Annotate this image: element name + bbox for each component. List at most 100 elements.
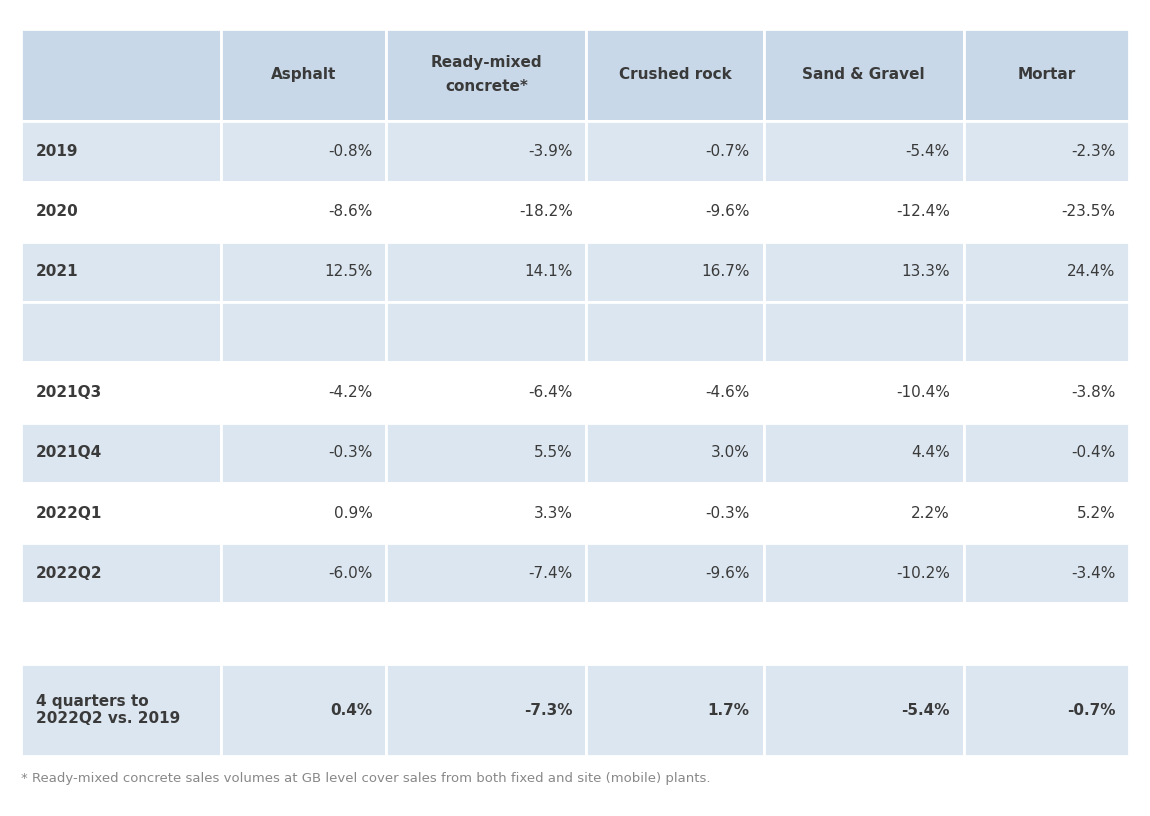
Bar: [764, 604, 964, 663]
Text: 2.2%: 2.2%: [911, 506, 950, 521]
Text: 2022Q1: 2022Q1: [36, 506, 102, 521]
Text: -0.7%: -0.7%: [706, 144, 750, 159]
Text: 2020: 2020: [36, 204, 78, 220]
Text: Mortar: Mortar: [1018, 68, 1075, 82]
Text: 4.4%: 4.4%: [911, 446, 950, 460]
Bar: [386, 362, 586, 423]
Text: -12.4%: -12.4%: [896, 204, 950, 220]
Bar: [764, 181, 964, 242]
Bar: [964, 29, 1129, 122]
Bar: [964, 543, 1129, 604]
Bar: [221, 181, 386, 242]
Bar: [586, 483, 764, 543]
Bar: [964, 362, 1129, 423]
Bar: [964, 242, 1129, 302]
Bar: [964, 604, 1129, 663]
Bar: [221, 29, 386, 122]
Text: -8.6%: -8.6%: [328, 204, 373, 220]
Text: 0.9%: 0.9%: [334, 506, 373, 521]
Text: -6.4%: -6.4%: [528, 385, 573, 400]
Text: -3.8%: -3.8%: [1071, 385, 1116, 400]
Bar: [764, 122, 964, 181]
Bar: [21, 423, 221, 483]
Bar: [221, 242, 386, 302]
Text: 12.5%: 12.5%: [324, 264, 373, 279]
Bar: [386, 483, 586, 543]
Text: Crushed rock: Crushed rock: [619, 68, 731, 82]
Text: 16.7%: 16.7%: [702, 264, 750, 279]
Text: -7.3%: -7.3%: [524, 703, 573, 717]
Text: 0.4%: 0.4%: [330, 703, 373, 717]
Bar: [764, 663, 964, 756]
Bar: [964, 663, 1129, 756]
Bar: [386, 663, 586, 756]
Text: -9.6%: -9.6%: [705, 565, 750, 581]
Bar: [221, 663, 386, 756]
Bar: [21, 604, 221, 663]
Bar: [221, 122, 386, 181]
Bar: [21, 122, 221, 181]
Bar: [586, 362, 764, 423]
Text: -3.4%: -3.4%: [1071, 565, 1116, 581]
Text: -0.3%: -0.3%: [705, 506, 750, 521]
Bar: [586, 604, 764, 663]
Bar: [764, 423, 964, 483]
Text: 5.5%: 5.5%: [534, 446, 573, 460]
Bar: [21, 242, 221, 302]
Bar: [586, 543, 764, 604]
Text: 2022Q2: 2022Q2: [36, 565, 102, 581]
Text: -3.9%: -3.9%: [528, 144, 573, 159]
Text: -10.4%: -10.4%: [896, 385, 950, 400]
Text: -2.3%: -2.3%: [1071, 144, 1116, 159]
Text: * Ready-mixed concrete sales volumes at GB level cover sales from both fixed and: * Ready-mixed concrete sales volumes at …: [21, 772, 711, 785]
Text: -9.6%: -9.6%: [705, 204, 750, 220]
Text: 13.3%: 13.3%: [902, 264, 950, 279]
Bar: [586, 302, 764, 362]
Text: -4.2%: -4.2%: [329, 385, 373, 400]
Text: 5.2%: 5.2%: [1076, 506, 1116, 521]
Bar: [386, 423, 586, 483]
Bar: [586, 122, 764, 181]
Text: 2019: 2019: [36, 144, 78, 159]
Bar: [386, 543, 586, 604]
Bar: [386, 122, 586, 181]
Bar: [386, 29, 586, 122]
Bar: [386, 302, 586, 362]
Text: 2021Q4: 2021Q4: [36, 446, 102, 460]
Text: 4 quarters to
2022Q2 vs. 2019: 4 quarters to 2022Q2 vs. 2019: [36, 694, 179, 726]
Bar: [764, 302, 964, 362]
Text: concrete*: concrete*: [445, 79, 528, 95]
Text: 2021Q3: 2021Q3: [36, 385, 102, 400]
Bar: [386, 181, 586, 242]
Bar: [21, 483, 221, 543]
Text: 3.0%: 3.0%: [711, 446, 750, 460]
Bar: [21, 29, 221, 122]
Bar: [764, 29, 964, 122]
Text: -0.4%: -0.4%: [1072, 446, 1115, 460]
Bar: [586, 423, 764, 483]
Bar: [221, 362, 386, 423]
Bar: [21, 362, 221, 423]
Text: -0.3%: -0.3%: [328, 446, 373, 460]
Bar: [586, 663, 764, 756]
Bar: [221, 604, 386, 663]
Bar: [221, 423, 386, 483]
Bar: [386, 242, 586, 302]
Bar: [221, 302, 386, 362]
Bar: [764, 242, 964, 302]
Text: 2021: 2021: [36, 264, 78, 279]
Bar: [21, 663, 221, 756]
Bar: [221, 543, 386, 604]
Text: Sand & Gravel: Sand & Gravel: [803, 68, 925, 82]
Text: -6.0%: -6.0%: [328, 565, 373, 581]
Text: -10.2%: -10.2%: [896, 565, 950, 581]
Bar: [586, 29, 764, 122]
Text: Ready-mixed: Ready-mixed: [430, 55, 543, 70]
Bar: [964, 483, 1129, 543]
Bar: [386, 604, 586, 663]
Bar: [764, 543, 964, 604]
Text: -0.7%: -0.7%: [1067, 703, 1116, 717]
Bar: [586, 181, 764, 242]
Bar: [764, 483, 964, 543]
Bar: [586, 242, 764, 302]
